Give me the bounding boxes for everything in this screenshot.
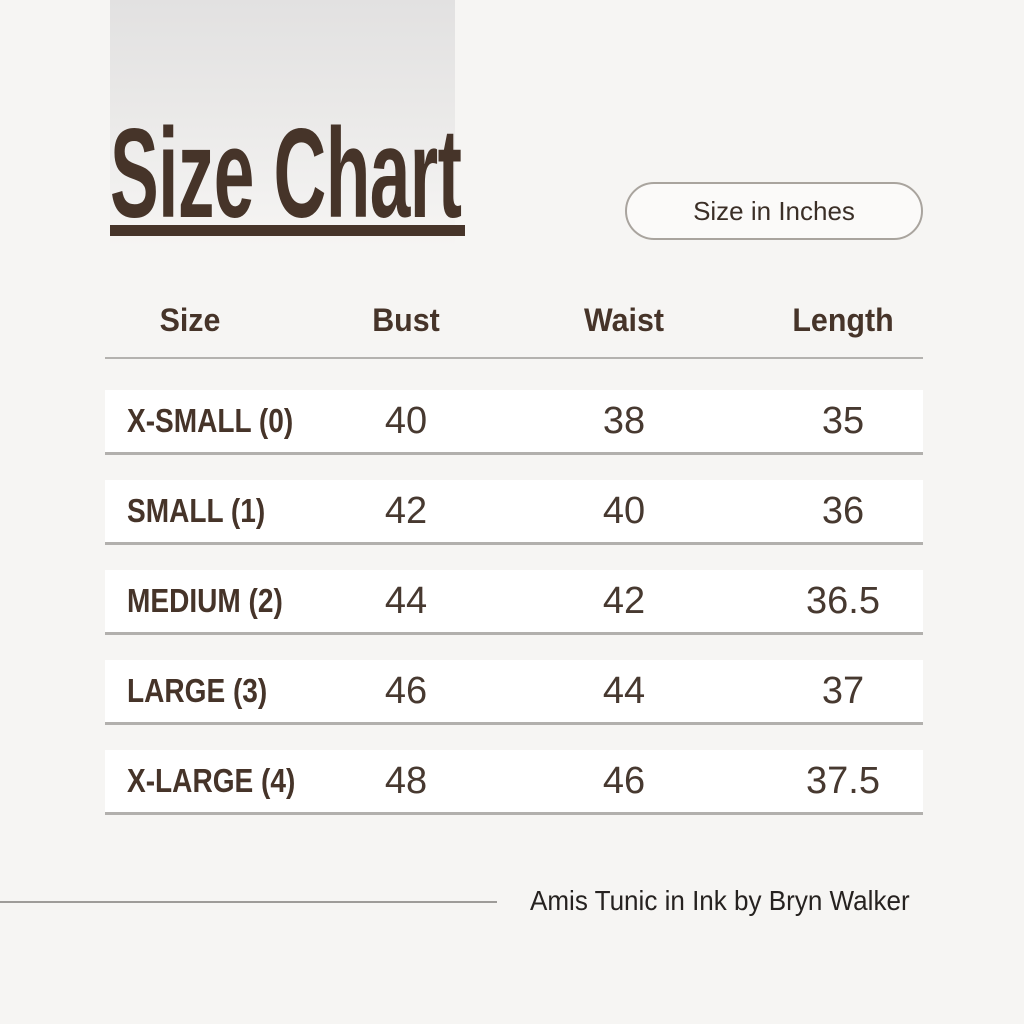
table-row: X-LARGE (4) 48 46 37.5 (105, 750, 923, 815)
column-header-size: Size (159, 301, 221, 338)
length-value: 37.5 (806, 759, 880, 802)
title-underline (110, 225, 465, 236)
table-row: SMALL (1) 42 40 36 (105, 480, 923, 545)
title-background-gradient (110, 0, 455, 248)
table-row: LARGE (3) 46 44 37 (105, 660, 923, 725)
footer-divider-line (0, 901, 497, 903)
bust-value: 40 (384, 399, 428, 442)
size-label: LARGE (3) (127, 672, 268, 709)
waist-value: 46 (602, 759, 646, 802)
table-row: MEDIUM (2) 44 42 36.5 (105, 570, 923, 635)
table-row: X-SMALL (0) 40 38 35 (105, 390, 923, 455)
bust-value: 42 (384, 489, 428, 532)
waist-value: 44 (602, 669, 646, 712)
length-value: 37 (821, 669, 865, 712)
size-label: MEDIUM (2) (127, 582, 283, 619)
length-value: 35 (821, 399, 865, 442)
column-header-waist: Waist (584, 301, 664, 338)
size-label: SMALL (1) (127, 492, 266, 529)
column-header-bust: Bust (372, 301, 440, 338)
waist-value: 40 (602, 489, 646, 532)
bust-value: 44 (384, 579, 428, 622)
bust-value: 48 (384, 759, 428, 802)
product-caption: Amis Tunic in Ink by Bryn Walker (530, 885, 910, 916)
size-label: X-SMALL (0) (127, 402, 294, 439)
table-header-row: Size Bust Waist Length (105, 300, 923, 340)
length-value: 36 (821, 489, 865, 532)
size-unit-badge-label: Size in Inches (693, 195, 855, 226)
waist-value: 42 (602, 579, 646, 622)
size-label: X-LARGE (4) (127, 762, 296, 799)
length-value: 36.5 (806, 579, 880, 622)
column-header-length: Length (792, 301, 894, 338)
table-header-divider (105, 357, 923, 359)
page-title: Size Chart (110, 102, 462, 244)
bust-value: 46 (384, 669, 428, 712)
size-unit-badge[interactable]: Size in Inches (625, 182, 923, 240)
waist-value: 38 (602, 399, 646, 442)
